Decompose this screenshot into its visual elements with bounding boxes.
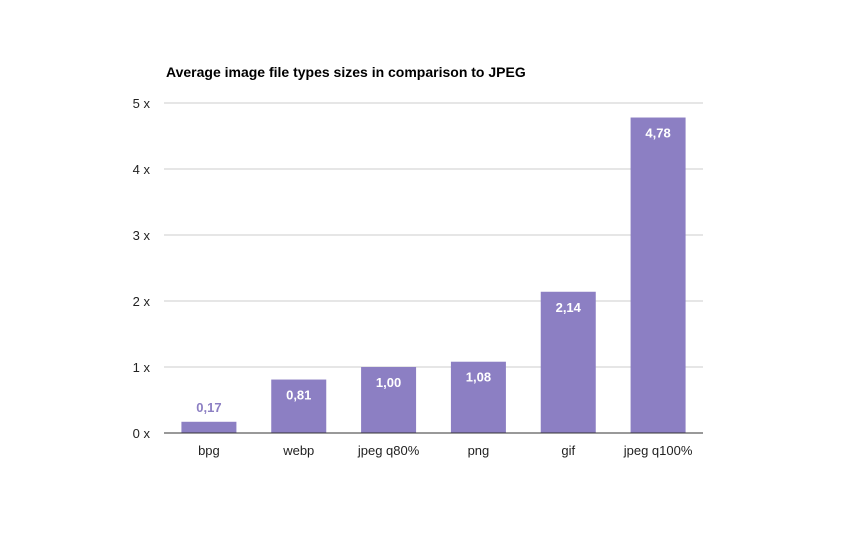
data-label: 1,00 bbox=[376, 375, 401, 390]
category-label: webp bbox=[282, 443, 314, 458]
category-label: jpeg q80% bbox=[357, 443, 420, 458]
category-labels: bpg webp jpeg q80% png gif jpeg q100% bbox=[198, 443, 693, 458]
bar bbox=[361, 367, 417, 433]
chart-title: Average image file types sizes in compar… bbox=[166, 64, 526, 80]
category-label: png bbox=[468, 443, 490, 458]
data-label: 0,17 bbox=[196, 400, 221, 415]
category-label: jpeg q100% bbox=[623, 443, 693, 458]
data-label: 1,08 bbox=[466, 370, 491, 385]
data-labels: 0,17 0,81 1,00 1,08 2,14 4,78 bbox=[196, 126, 670, 415]
bar bbox=[271, 379, 327, 433]
y-tick-label: 3 x bbox=[133, 228, 151, 243]
data-label: 4,78 bbox=[645, 126, 670, 141]
data-label: 2,14 bbox=[556, 300, 582, 315]
bar bbox=[630, 117, 686, 434]
y-tick-label: 5 x bbox=[133, 96, 151, 111]
bar bbox=[450, 361, 506, 433]
bar bbox=[181, 421, 237, 433]
y-tick-label: 1 x bbox=[133, 360, 151, 375]
y-tick-label: 2 x bbox=[133, 294, 151, 309]
data-label: 0,81 bbox=[286, 388, 311, 403]
y-tick-label: 0 x bbox=[133, 426, 151, 441]
bars bbox=[181, 117, 686, 434]
y-tick-label: 4 x bbox=[133, 162, 151, 177]
bar bbox=[540, 291, 596, 433]
y-axis-tick-labels: 0 x 1 x 2 x 3 x 4 x 5 x bbox=[133, 96, 151, 441]
gridlines bbox=[164, 102, 703, 368]
category-label: bpg bbox=[198, 443, 220, 458]
category-label: gif bbox=[561, 443, 575, 458]
